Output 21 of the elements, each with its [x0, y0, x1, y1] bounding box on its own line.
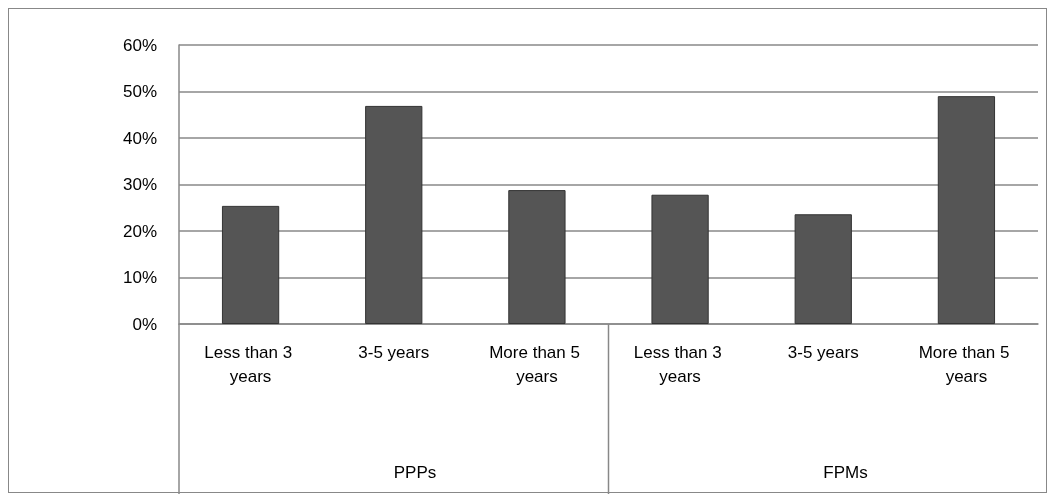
y-tick-label: 40% [122, 128, 157, 148]
bar [221, 205, 280, 324]
x-tick-label: 3-5 years [358, 342, 430, 362]
y-tick-label: 20% [122, 221, 157, 241]
x-tick-label: Less than 3 years [204, 342, 297, 386]
bar [937, 96, 996, 324]
y-tick-label: 30% [122, 175, 157, 194]
x-tick-label: Less than 3 years [633, 342, 727, 386]
y-tick-label: 50% [122, 82, 157, 101]
bar [365, 105, 423, 324]
text: FPMs [823, 463, 868, 482]
y-tick-label: 10% [122, 268, 157, 287]
bar [794, 214, 852, 324]
y-tick-label: 0% [132, 314, 157, 334]
y-tick-label: 60% [122, 35, 157, 55]
bar [508, 190, 566, 324]
x-tick-label: More than 5 years [489, 342, 585, 386]
x-tick-label: 3-5 years [787, 342, 859, 362]
x-tick-label: More than 5 years [918, 342, 1015, 386]
text: PPPs [393, 463, 437, 482]
bar [651, 194, 709, 324]
